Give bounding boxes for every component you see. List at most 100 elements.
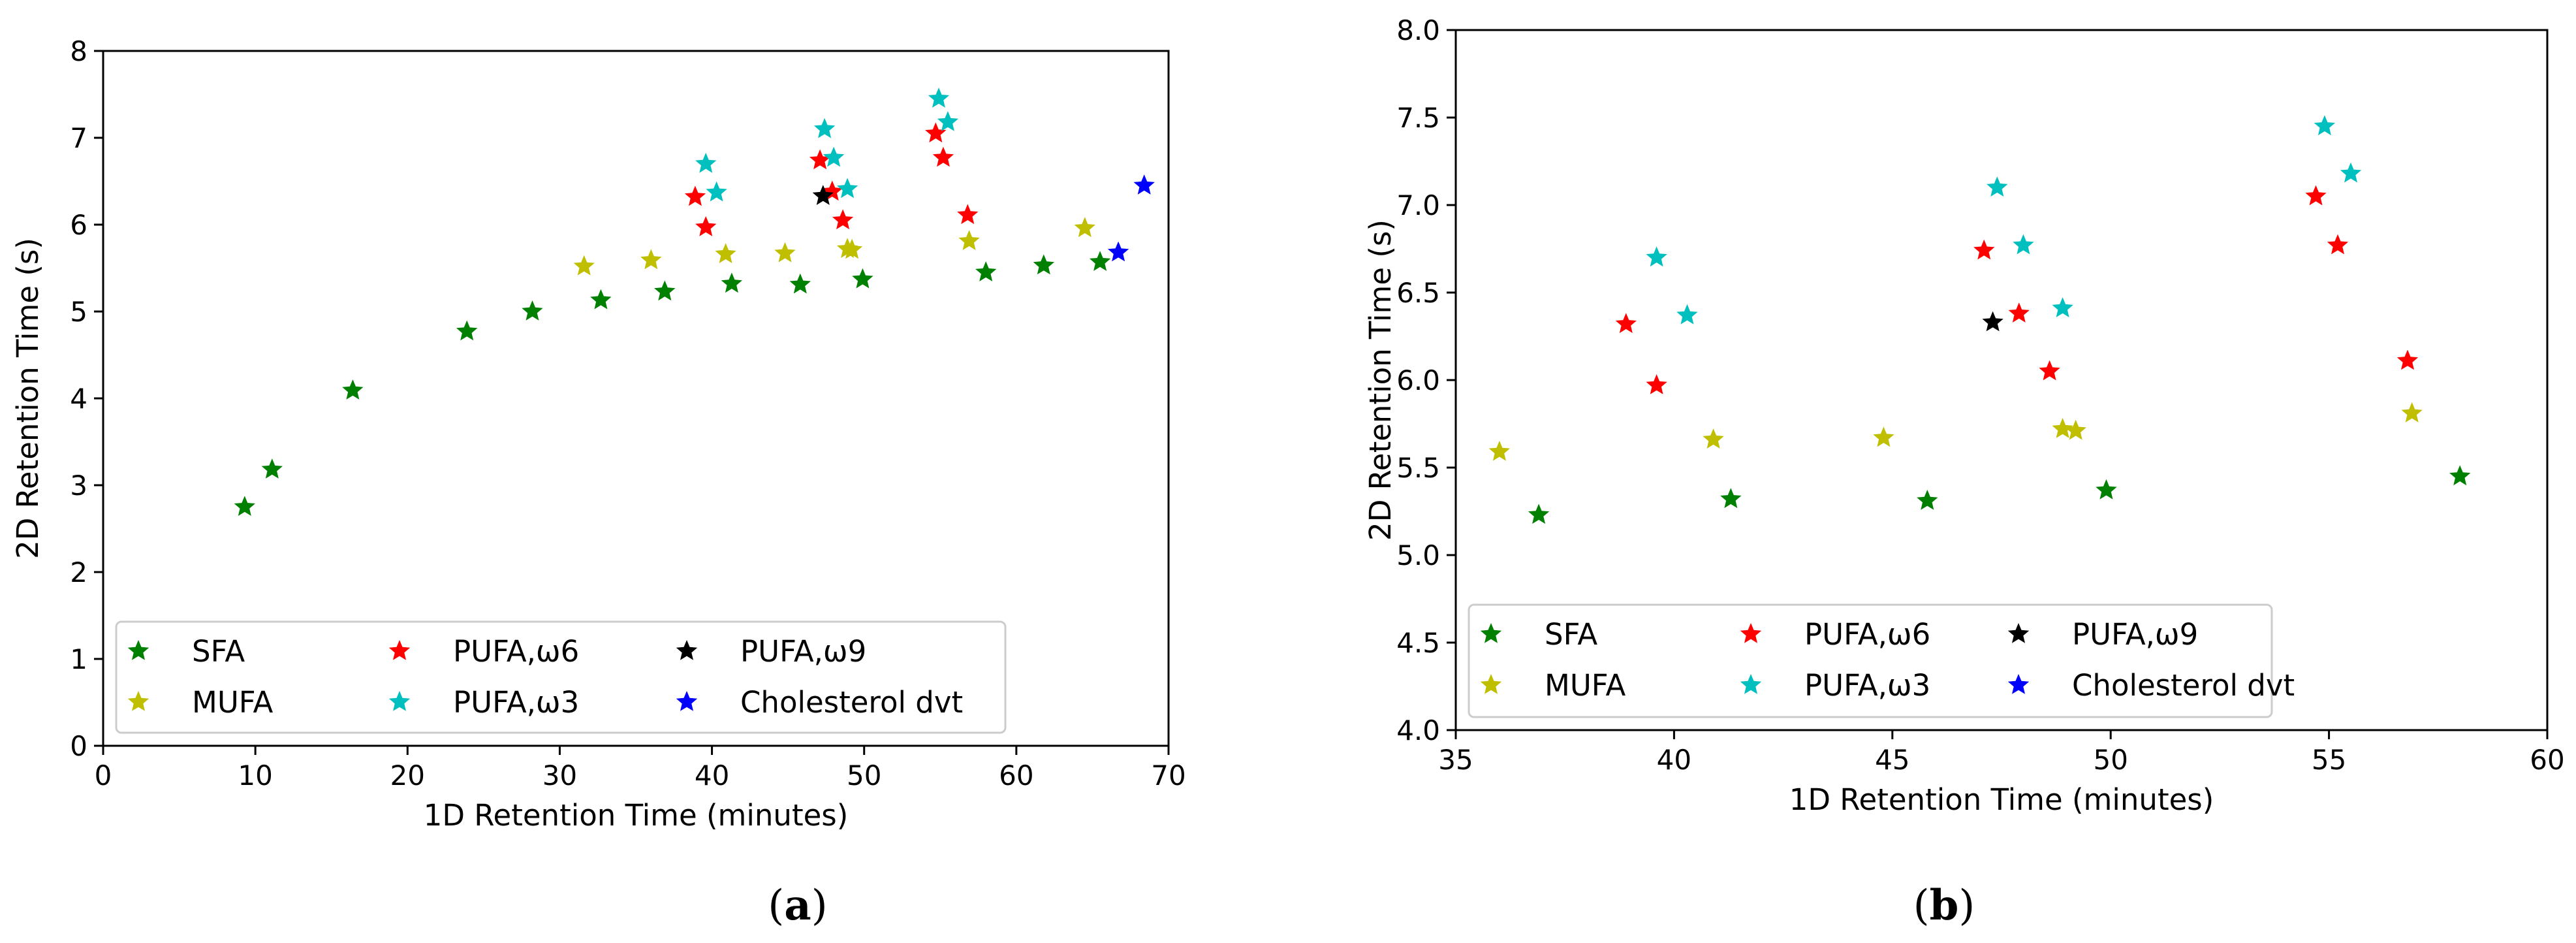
panel-a-point-pufa-omega6 [809,149,831,170]
panel-b-caption: (b) [1913,881,1975,930]
panel-a-point-pufa-omega3 [706,181,727,202]
panel-b-point-pufa-omega6 [2396,349,2419,370]
panel-b-x-tick-label: 55 [2312,744,2346,776]
panel-b-point-mufa [1488,440,1510,461]
panel-b-chart: 35 40 45 50 55 60 4.0 4.5 5.0 5.5 6.0 6.5 7.0 7.5 8.0 1… [1363,14,2565,817]
panel-a-x-tick-label: 10 [238,759,272,791]
panel-a-point-sfa [789,273,811,294]
panel-a-point-mufa [841,238,863,259]
panel-b-point-sfa [2449,465,2471,486]
panel-a-point-sfa [522,300,543,321]
panel-a-x-tick-label: 30 [542,759,577,791]
panel-a-point-sfa [1033,254,1054,275]
panel-a-point-mufa [640,249,662,270]
panel-a-legend-label-pufa-omega9: PUFA,ω9 [740,634,866,669]
panel-a-point-pufa-omega6 [695,216,717,236]
panel-a-point-mufa [774,242,796,263]
panel-b-legend-label-sfa: SFA [1545,617,1597,652]
panel-b-point-pufa-omega3 [1987,176,2008,197]
panel-a-point-sfa [1089,251,1111,271]
panel-a-legend-marker-pufa-omega6 [388,640,411,660]
panel-b-legend-marker-pufa-omega3 [1740,674,1762,694]
panel-b-x-tick-label: 35 [1438,744,1473,776]
panel-a-legend-marker-sfa [127,640,149,660]
panel-a-chart: 0 10 20 30 40 50 60 70 0 1 2 3 4 5 6 7 8 1D Retention Tim… [10,35,1186,833]
panel-a-point-pufa-omega3 [813,118,836,138]
panel-b-point-mufa [2401,402,2423,423]
panel-a-legend-label-sfa: SFA [192,634,245,669]
panel-b-legend-label-pufa-omega9: PUFA,ω9 [2072,617,2198,652]
panel-a-legend-marker-cholesterol-dvt [676,691,698,711]
panel-a-legend-label-mufa: MUFA [192,685,274,720]
panel-b-legend-label-pufa-omega6: PUFA,ω6 [1804,617,1930,652]
panel-b-y-tick-label: 7.0 [1396,189,1440,221]
panel-b-y-tick-label: 6.5 [1396,277,1440,309]
panel-a-x-axis-label: 1D Retention Time (minutes) [424,798,849,833]
panel-a-legend-label-pufa-omega6: PUFA,ω6 [453,634,579,669]
panel-b-point-pufa-omega6 [1646,374,1667,394]
panel-a-point-cholesterol-dvt [1133,174,1155,195]
panel-b-point-pufa-omega3 [2013,234,2034,255]
panel-a-caption: (a) [768,881,827,930]
panel-b-point-sfa [1917,489,1938,510]
panel-a-x-tick-label: 70 [1151,759,1186,791]
panel-a-y-tick-label: 1 [70,643,87,675]
panel-b-y-tick-label: 5.5 [1396,452,1440,484]
panel-a-point-pufa-omega6 [925,122,947,143]
panel-a-y-tick-label: 0 [70,730,87,762]
panel-b-y-tick-label: 5.0 [1396,539,1440,571]
panel-a-x-tick-label: 50 [847,759,881,791]
panel-b-point-pufa-omega6 [2305,185,2327,206]
panel-a-point-pufa-omega6 [832,209,854,230]
panel-b-legend-marker-sfa [1480,623,1502,643]
panel-b-legend-marker-cholesterol-dvt [2007,674,2030,694]
panel-b-point-pufa-omega3 [2340,162,2362,183]
panel-b-point-mufa [2065,419,2086,440]
panel-b-point-sfa [2096,479,2117,500]
panel-b-point-pufa-omega3 [2314,115,2336,136]
panel-b-point-mufa [1703,428,1724,449]
panel-a-y-tick-label: 7 [70,122,87,154]
panel-a-point-pufa-omega3 [928,88,950,108]
panel-a-point-pufa-omega3 [937,111,959,131]
panel-a-y-tick-label: 8 [70,35,87,67]
panel-b-point-sfa [1720,488,1742,508]
panel-b-point-sfa [1528,503,1550,524]
panel-a-y-tick-label: 3 [70,470,87,502]
panel-a-legend-marker-pufa-omega9 [676,640,698,660]
panel-b-point-pufa-omega6 [1973,239,1995,260]
panel-a-legend-label-pufa-omega3: PUFA,ω3 [453,685,579,720]
panel-a-point-pufa-omega3 [823,146,845,167]
panel-b-point-pufa-omega6 [2327,234,2349,255]
panel-b-point-pufa-omega6 [1615,313,1637,333]
panel-b-legend-label-pufa-omega3: PUFA,ω3 [1804,668,1930,703]
panel-a-point-pufa-omega9 [812,185,834,205]
panel-b-legend-marker-pufa-omega9 [2007,623,2030,643]
panel-b-point-pufa-omega6 [2008,302,2030,323]
panel-b-point-pufa-omega3 [1646,246,1667,267]
panel-b-point-mufa [2052,418,2073,438]
panel-b-y-axis-label: 2D Retention Time (s) [1363,219,1398,541]
panel-a-legend-marker-mufa [127,691,149,711]
panel-b-legend-label-mufa: MUFA [1545,668,1626,703]
panel-a-y-tick-label: 5 [70,296,87,328]
panel-a-y-tick-label: 4 [70,383,87,415]
panel-b-x-tick-label: 45 [1875,744,1909,776]
panel-b-legend-label-cholesterol-dvt: Cholesterol dvt [2072,668,2295,703]
panel-a-point-sfa [261,458,283,479]
panel-a-point-mufa [1074,217,1095,238]
panel-a-x-tick-label: 20 [390,759,425,791]
panel-a-y-axis-label: 2D Retention Time (s) [10,238,45,559]
panel-b-legend-marker-mufa [1480,674,1502,694]
panel-a-y-tick-label: 6 [70,209,87,241]
panel-a-point-sfa [342,379,364,400]
panel-b-y-tick-label: 8.0 [1396,14,1440,46]
panel-b-point-pufa-omega3 [1676,304,1698,325]
panel-b-y-tick-label: 4.0 [1396,714,1440,746]
panel-a-x-tick-label: 60 [999,759,1033,791]
panel-a-point-pufa-omega6 [684,185,706,206]
panel-a-x-tick-label: 40 [695,759,729,791]
panel-a-point-pufa-omega3 [695,152,717,173]
panel-a-point-mufa [715,243,736,263]
